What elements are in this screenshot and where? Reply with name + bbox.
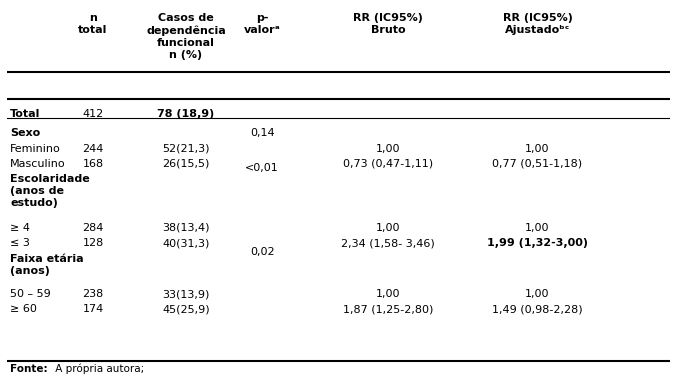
Text: Faixa etária
(anos): Faixa etária (anos) xyxy=(10,254,84,276)
Text: 1,00: 1,00 xyxy=(525,289,550,299)
Text: 168: 168 xyxy=(83,159,104,169)
Text: n
total: n total xyxy=(79,13,108,35)
Text: 2,34 (1,58- 3,46): 2,34 (1,58- 3,46) xyxy=(341,238,435,248)
Text: 40(31,3): 40(31,3) xyxy=(162,238,210,248)
Text: Total: Total xyxy=(10,108,41,119)
Text: A própria autora;: A própria autora; xyxy=(52,364,144,374)
Text: 52(21,3): 52(21,3) xyxy=(162,144,210,154)
Text: ≥ 4: ≥ 4 xyxy=(10,223,30,233)
Text: Escolaridade
(anos de
estudo): Escolaridade (anos de estudo) xyxy=(10,174,90,208)
Text: Casos de
dependência
funcional
n (%): Casos de dependência funcional n (%) xyxy=(146,13,225,60)
Text: RR (IC95%)
Ajustadoᵇᶜ: RR (IC95%) Ajustadoᵇᶜ xyxy=(502,13,573,35)
Text: RR (IC95%)
Bruto: RR (IC95%) Bruto xyxy=(353,13,423,35)
Text: 26(15,5): 26(15,5) xyxy=(162,159,210,169)
Text: 1,00: 1,00 xyxy=(376,223,401,233)
Text: 38(13,4): 38(13,4) xyxy=(162,223,210,233)
Text: ≥ 60: ≥ 60 xyxy=(10,304,37,314)
Text: 1,99 (1,32-3,00): 1,99 (1,32-3,00) xyxy=(487,238,588,248)
Text: 33(13,9): 33(13,9) xyxy=(162,289,210,299)
Text: 244: 244 xyxy=(83,144,104,154)
Text: 128: 128 xyxy=(83,238,104,248)
Text: 1,00: 1,00 xyxy=(376,289,401,299)
Text: Sexo: Sexo xyxy=(10,128,41,138)
Text: Masculino: Masculino xyxy=(10,159,66,169)
Text: 1,00: 1,00 xyxy=(525,144,550,154)
Text: 238: 238 xyxy=(83,289,104,299)
Text: 0,77 (0,51-1,18): 0,77 (0,51-1,18) xyxy=(492,159,583,169)
Text: 50 – 59: 50 – 59 xyxy=(10,289,51,299)
Text: 284: 284 xyxy=(83,223,104,233)
Text: 1,49 (0,98-2,28): 1,49 (0,98-2,28) xyxy=(492,304,583,314)
Text: 0,14: 0,14 xyxy=(250,128,274,138)
Text: 1,87 (1,25-2,80): 1,87 (1,25-2,80) xyxy=(343,304,433,314)
Text: 0,73 (0,47-1,11): 0,73 (0,47-1,11) xyxy=(343,159,433,169)
Text: Fonte:: Fonte: xyxy=(10,364,47,374)
Text: 1,00: 1,00 xyxy=(376,144,401,154)
Text: <0,01: <0,01 xyxy=(245,163,279,173)
Text: Feminino: Feminino xyxy=(10,144,61,154)
Text: 0,02: 0,02 xyxy=(250,247,274,257)
Text: 412: 412 xyxy=(83,108,104,119)
Text: 78 (18,9): 78 (18,9) xyxy=(157,108,215,119)
Text: 45(25,9): 45(25,9) xyxy=(162,304,210,314)
Text: 174: 174 xyxy=(83,304,104,314)
Text: ≤ 3: ≤ 3 xyxy=(10,238,30,248)
Text: p-
valorᵃ: p- valorᵃ xyxy=(244,13,280,35)
Text: 1,00: 1,00 xyxy=(525,223,550,233)
